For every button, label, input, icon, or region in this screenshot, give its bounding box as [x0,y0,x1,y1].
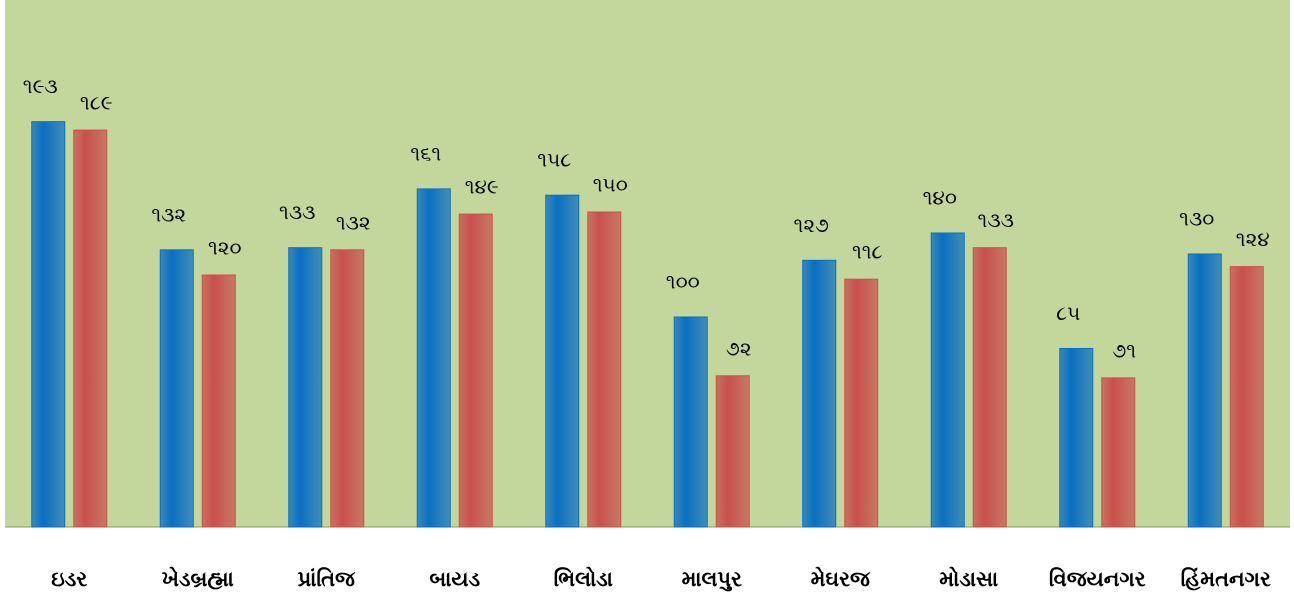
bar [587,211,622,528]
x-tick-label: બાયડ [429,567,480,591]
bar [972,247,1007,528]
data-label: ૧૪૯ [465,175,499,199]
data-label: ૧૪૦ [923,186,957,210]
x-tick-label: મેઘરજ [811,566,871,591]
bar [1229,266,1264,528]
bar [545,194,580,528]
data-label: ૮૫ [1056,301,1080,325]
bar [1059,348,1094,528]
data-label: ૧૨૦ [208,236,242,260]
bar [73,129,108,528]
plot-area [5,0,1290,527]
data-label: ૧૦૦ [666,270,700,294]
x-tick-label: હિંમતનગર [1181,567,1271,591]
bar [31,121,66,528]
data-label: ૧૫૦ [593,173,628,197]
x-tick-label: પ્રાંતિજ [298,567,356,591]
x-tick-label: ઇડર [51,567,87,591]
data-label: ૧૬૧ [410,141,441,165]
bar [715,375,750,528]
data-label: ૧૨૪ [1236,227,1270,251]
data-label: ૧૩૩ [978,208,1014,232]
x-tick-label: વિજયનગર [1049,567,1146,591]
bar [201,274,236,528]
data-label: ૧૩૨ [336,210,371,234]
bar [1187,253,1222,528]
bar [673,316,708,528]
data-label: ૧૨૭ [794,213,830,237]
bar [1101,377,1136,528]
bar [330,249,365,528]
bar [930,232,965,528]
x-tick-label: ભિલોડા [554,566,613,591]
data-label: ૧૩૩ [279,200,315,224]
data-label: ૧૯૩ [23,74,58,98]
data-label: ૧૩૦ [1179,207,1214,231]
x-tick-label: માલપુર [682,567,742,592]
bar [844,278,879,528]
bar [416,188,451,528]
bar [802,259,837,528]
x-tick-label: મોડાસા [939,566,998,591]
x-tick-label: ખેડબ્રહ્મા [162,566,234,591]
bar [458,213,493,528]
bar [288,247,323,528]
data-label: ૧૫૮ [537,148,571,172]
data-label: ૧૧૮ [852,240,883,264]
data-label: ૭૧ [1112,338,1136,362]
bar [159,249,194,528]
data-label: ૧૮૯ [80,91,113,115]
data-label: ૧૩૨ [151,202,186,226]
data-label: ૭૨ [726,336,752,360]
